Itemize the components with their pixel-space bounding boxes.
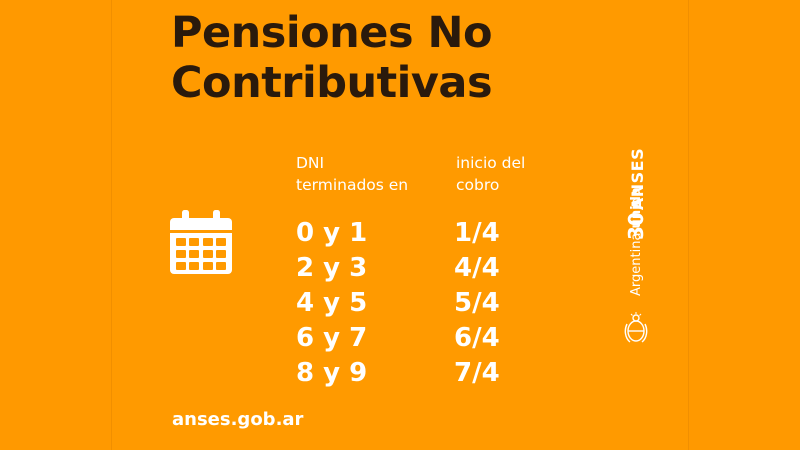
- date-cell: 5/4: [454, 288, 500, 318]
- dni-cell: 0 y 1: [296, 218, 368, 248]
- dni-cell: 8 y 9: [296, 358, 368, 388]
- table-row: 0 y 1 1/4: [296, 216, 556, 251]
- date-cell: 4/4: [454, 253, 500, 283]
- header-cobro: inicio del cobro: [456, 152, 525, 196]
- calendar-icon: [170, 210, 232, 274]
- table-row: 4 y 5 5/4: [296, 286, 556, 321]
- header-cobro-line-1: inicio del: [456, 154, 526, 172]
- dni-cell: 6 y 7: [296, 323, 368, 353]
- argentina-unida-logo: Argentina unida: [626, 178, 648, 296]
- date-cell: 7/4: [454, 358, 500, 388]
- dni-cell: 4 y 5: [296, 288, 368, 318]
- title-line-1: Pensiones No: [171, 8, 493, 58]
- table-row: 2 y 3 4/4: [296, 251, 556, 286]
- date-cell: 1/4: [454, 218, 500, 248]
- title-line-2: Contributivas: [171, 58, 493, 108]
- header-cobro-line-2: cobro: [456, 176, 500, 194]
- schedule-table: 0 y 1 1/4 2 y 3 4/4 4 y 5 5/4 6 y 7 6/4 …: [296, 216, 556, 391]
- argentina-unida-text: Argentina unida: [626, 178, 648, 296]
- date-cell: 6/4: [454, 323, 500, 353]
- unida-word: unida: [629, 187, 644, 229]
- header-dni-line-1: DNI: [296, 154, 325, 172]
- dni-cell: 2 y 3: [296, 253, 368, 283]
- page-title: Pensiones No Contributivas: [171, 8, 493, 108]
- header-dni-line-2: terminados en: [296, 176, 409, 194]
- coat-of-arms-icon: [624, 312, 648, 343]
- website-link[interactable]: anses.gob.ar: [172, 409, 304, 430]
- table-row: 8 y 9 7/4: [296, 356, 556, 391]
- argentina-word: Argentina: [629, 232, 644, 296]
- header-dni: DNI terminados en: [296, 152, 408, 196]
- table-row: 6 y 7 6/4: [296, 321, 556, 356]
